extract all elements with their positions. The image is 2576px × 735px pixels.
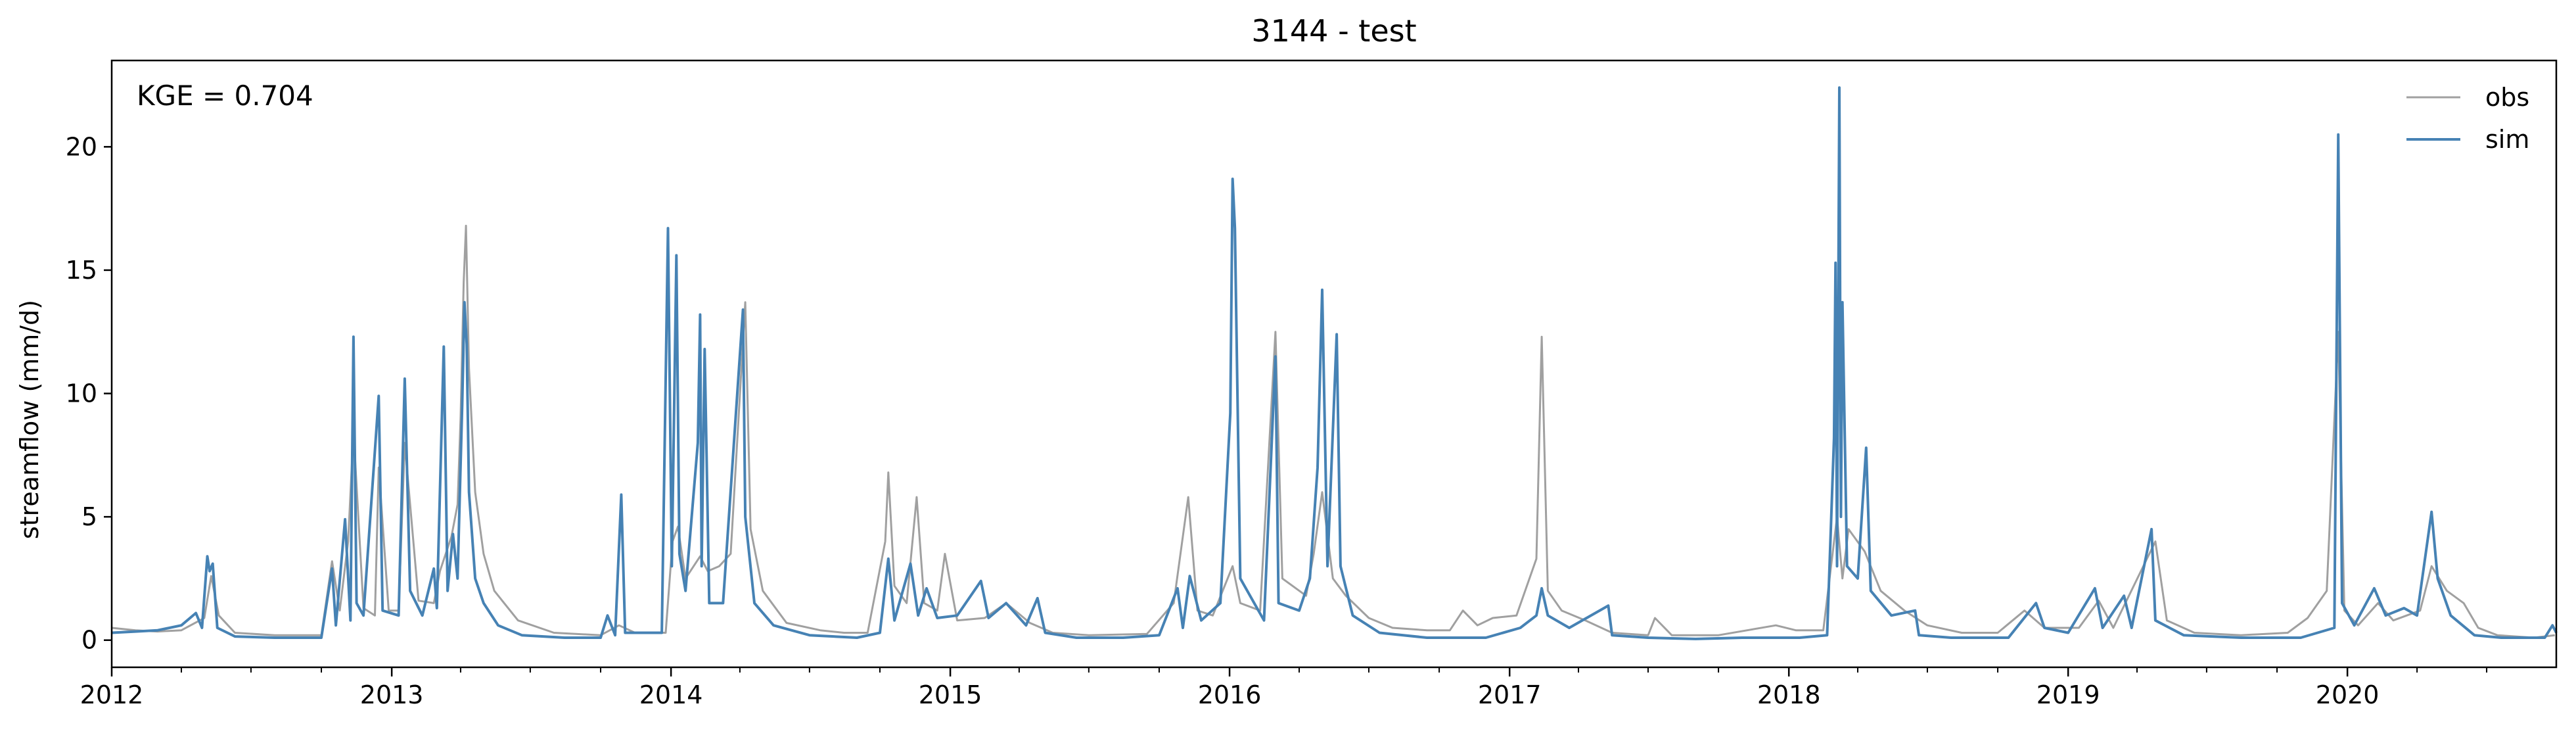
y-tick-label: 0 [81, 626, 97, 655]
y-axis: 0 5 10 15 20 [66, 132, 112, 655]
x-tick-label: 2013 [360, 680, 424, 709]
x-tick-label: 2019 [2036, 680, 2100, 709]
legend: obs sim [2406, 83, 2529, 154]
x-tick-label: 2016 [1198, 680, 1262, 709]
series-line-sim [111, 86, 2558, 640]
legend-label-obs: obs [2485, 83, 2529, 112]
x-axis: 2012 2013 2014 2015 2016 2017 2018 2019 2020 [80, 667, 2488, 709]
y-tick-label: 20 [66, 132, 97, 161]
x-tick-label: 2020 [2316, 680, 2380, 709]
x-tick-label: 2015 [919, 680, 982, 709]
x-tick-label: 2012 [80, 680, 144, 709]
x-tick-label: 2017 [1478, 680, 1542, 709]
x-tick-label: 2018 [1757, 680, 1821, 709]
legend-label-sim: sim [2485, 125, 2529, 154]
kge-annotation: KGE = 0.704 [137, 80, 313, 112]
y-tick-label: 15 [66, 256, 97, 285]
chart-title: 3144 - test [1251, 13, 1416, 49]
x-tick-label: 2014 [639, 680, 703, 709]
y-tick-label: 10 [66, 379, 97, 408]
y-axis-label: streamflow (mm/d) [15, 300, 44, 539]
plot-frame [110, 59, 2558, 669]
plot-area [111, 86, 2558, 640]
y-tick-label: 5 [81, 502, 97, 531]
